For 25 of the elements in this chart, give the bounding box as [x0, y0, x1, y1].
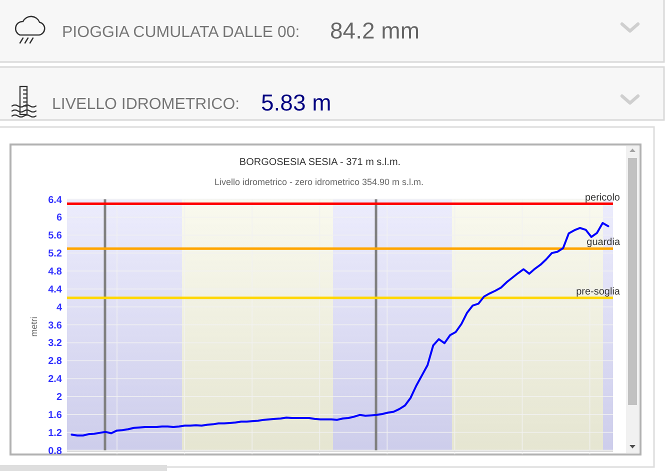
- y-tick-label: 5.2: [48, 248, 62, 260]
- y-tick-label: 3.2: [48, 338, 62, 350]
- ref-line-label: pericolo: [584, 192, 620, 204]
- y-tick-label: 2: [56, 392, 62, 404]
- ref-line-label: guardia: [586, 237, 620, 248]
- ref-line-label: pre-soglia: [576, 286, 620, 298]
- y-tick-label: 6: [56, 212, 62, 224]
- y-tick-label: 6.4: [48, 194, 62, 206]
- y-tick-label: 2.8: [48, 356, 62, 368]
- y-tick-label: 4: [56, 302, 62, 314]
- y-tick-label: 3.6: [48, 320, 62, 332]
- y-tick-label: 1.2: [48, 428, 62, 439]
- y-tick-label: 4.4: [48, 284, 62, 296]
- chart-subtitle: Livello idrometrico - zero idrometrico 354.90 m s.l.m.: [214, 177, 424, 187]
- y-tick-label: 1.6: [48, 410, 62, 421]
- text: 84.2 mm: [330, 18, 420, 44]
- text: PIOGGIA CUMULATA DALLE 00:: [62, 24, 300, 41]
- y-tick-label: 5.6: [48, 230, 62, 242]
- text: LIVELLO IDROMETRICO:: [52, 96, 240, 113]
- text: 5.83 m: [261, 90, 332, 116]
- y-tick-label: 2.4: [48, 374, 62, 386]
- y-axis-title: metri: [29, 316, 39, 337]
- y-tick-label: 4.8: [48, 266, 62, 278]
- y-tick-label: 0.8: [48, 446, 62, 457]
- chart-title: BORGOSESIA SESIA - 371 m s.l.m.: [239, 157, 401, 168]
